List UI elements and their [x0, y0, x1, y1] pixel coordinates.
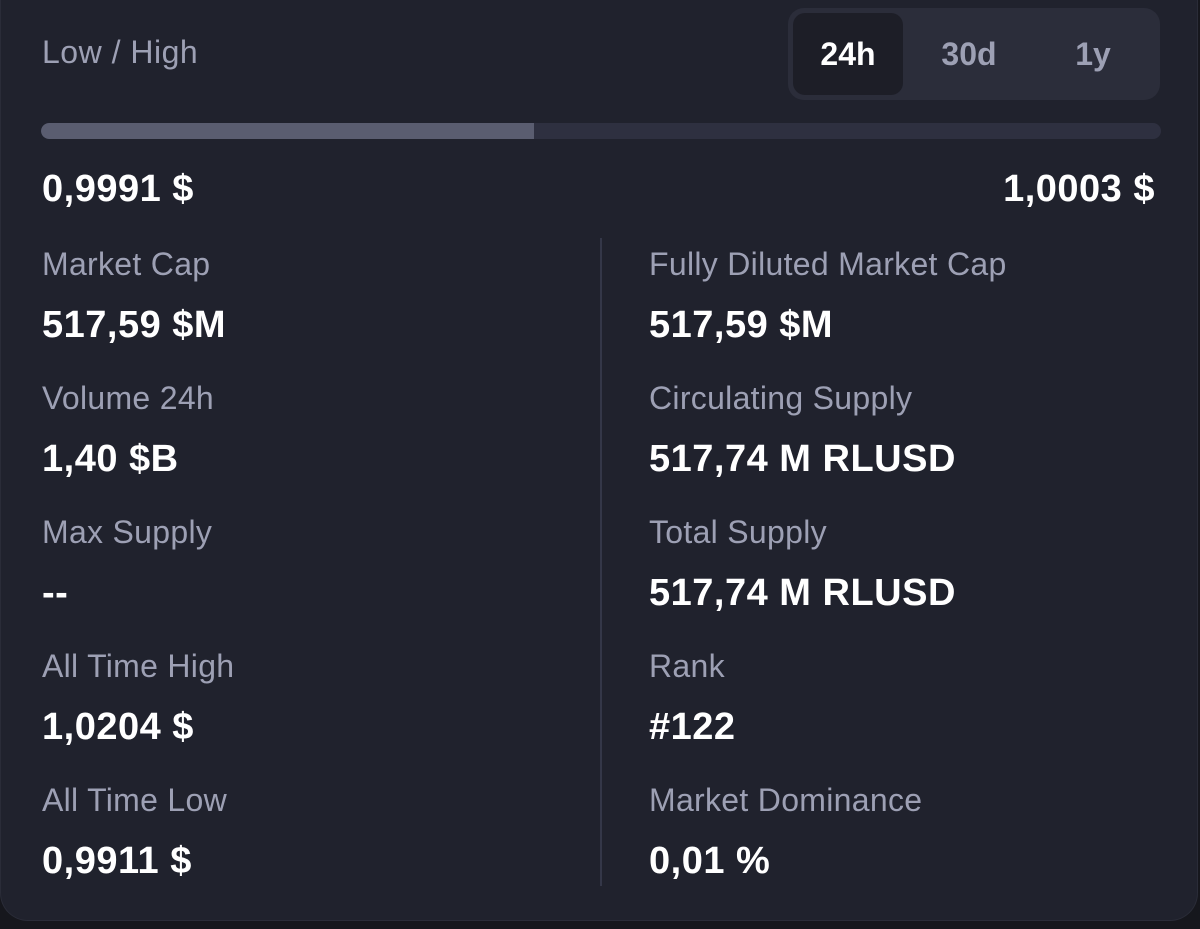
stat-label: Volume 24h [42, 380, 215, 416]
stat-value: 517,74 M RLUSD [649, 438, 956, 480]
stat-value: 1,0204 $ [42, 706, 194, 748]
stat-label: Circulating Supply [649, 380, 913, 416]
stat-fully-diluted-market-cap: Fully Diluted Market Cap 517,59 $M [649, 242, 1169, 376]
range-low-value: 0,9991 $ [42, 168, 194, 210]
stat-value: #122 [649, 706, 736, 748]
stat-value: 1,40 $B [42, 438, 179, 480]
tab-1y[interactable]: 1y [1075, 35, 1111, 72]
column-divider [600, 238, 602, 886]
stat-all-time-low: All Time Low 0,9911 $ [42, 778, 562, 912]
tab-24h[interactable]: 24h [793, 13, 903, 95]
stat-value: 517,59 $M [42, 304, 227, 346]
stat-label: All Time Low [42, 782, 227, 818]
stat-circulating-supply: Circulating Supply 517,74 M RLUSD [649, 376, 1169, 510]
stat-label: Total Supply [649, 514, 827, 550]
stat-value: -- [42, 572, 69, 614]
stat-label: Rank [649, 648, 725, 684]
stat-label: All Time High [42, 648, 235, 684]
stat-market-dominance: Market Dominance 0,01 % [649, 778, 1169, 912]
stat-label: Market Dominance [649, 782, 923, 818]
stat-value: 0,9911 $ [42, 840, 192, 882]
stat-value: 517,59 $M [649, 304, 834, 346]
low-high-label: Low / High [42, 34, 199, 70]
stat-label: Fully Diluted Market Cap [649, 246, 1007, 282]
stat-label: Market Cap [42, 246, 211, 282]
stat-rank: Rank #122 [649, 644, 1169, 778]
stat-max-supply: Max Supply -- [42, 510, 562, 644]
stat-market-cap: Market Cap 517,59 $M [42, 242, 562, 376]
timeframe-tabs: 24h 30d 1y [788, 8, 1160, 100]
stats-column-left: Market Cap 517,59 $M Volume 24h 1,40 $B … [42, 242, 562, 912]
stat-value: 517,74 M RLUSD [649, 572, 956, 614]
stat-label: Max Supply [42, 514, 213, 550]
stat-volume-24h: Volume 24h 1,40 $B [42, 376, 562, 510]
stat-value: 0,01 % [649, 840, 771, 882]
range-bar-fill [41, 123, 534, 139]
range-high-value: 1,0003 $ [1003, 168, 1155, 210]
stat-total-supply: Total Supply 517,74 M RLUSD [649, 510, 1169, 644]
stats-column-right: Fully Diluted Market Cap 517,59 $M Circu… [649, 242, 1169, 912]
low-high-range-bar [41, 123, 1161, 139]
stat-all-time-high: All Time High 1,0204 $ [42, 644, 562, 778]
tab-30d[interactable]: 30d [941, 35, 997, 72]
